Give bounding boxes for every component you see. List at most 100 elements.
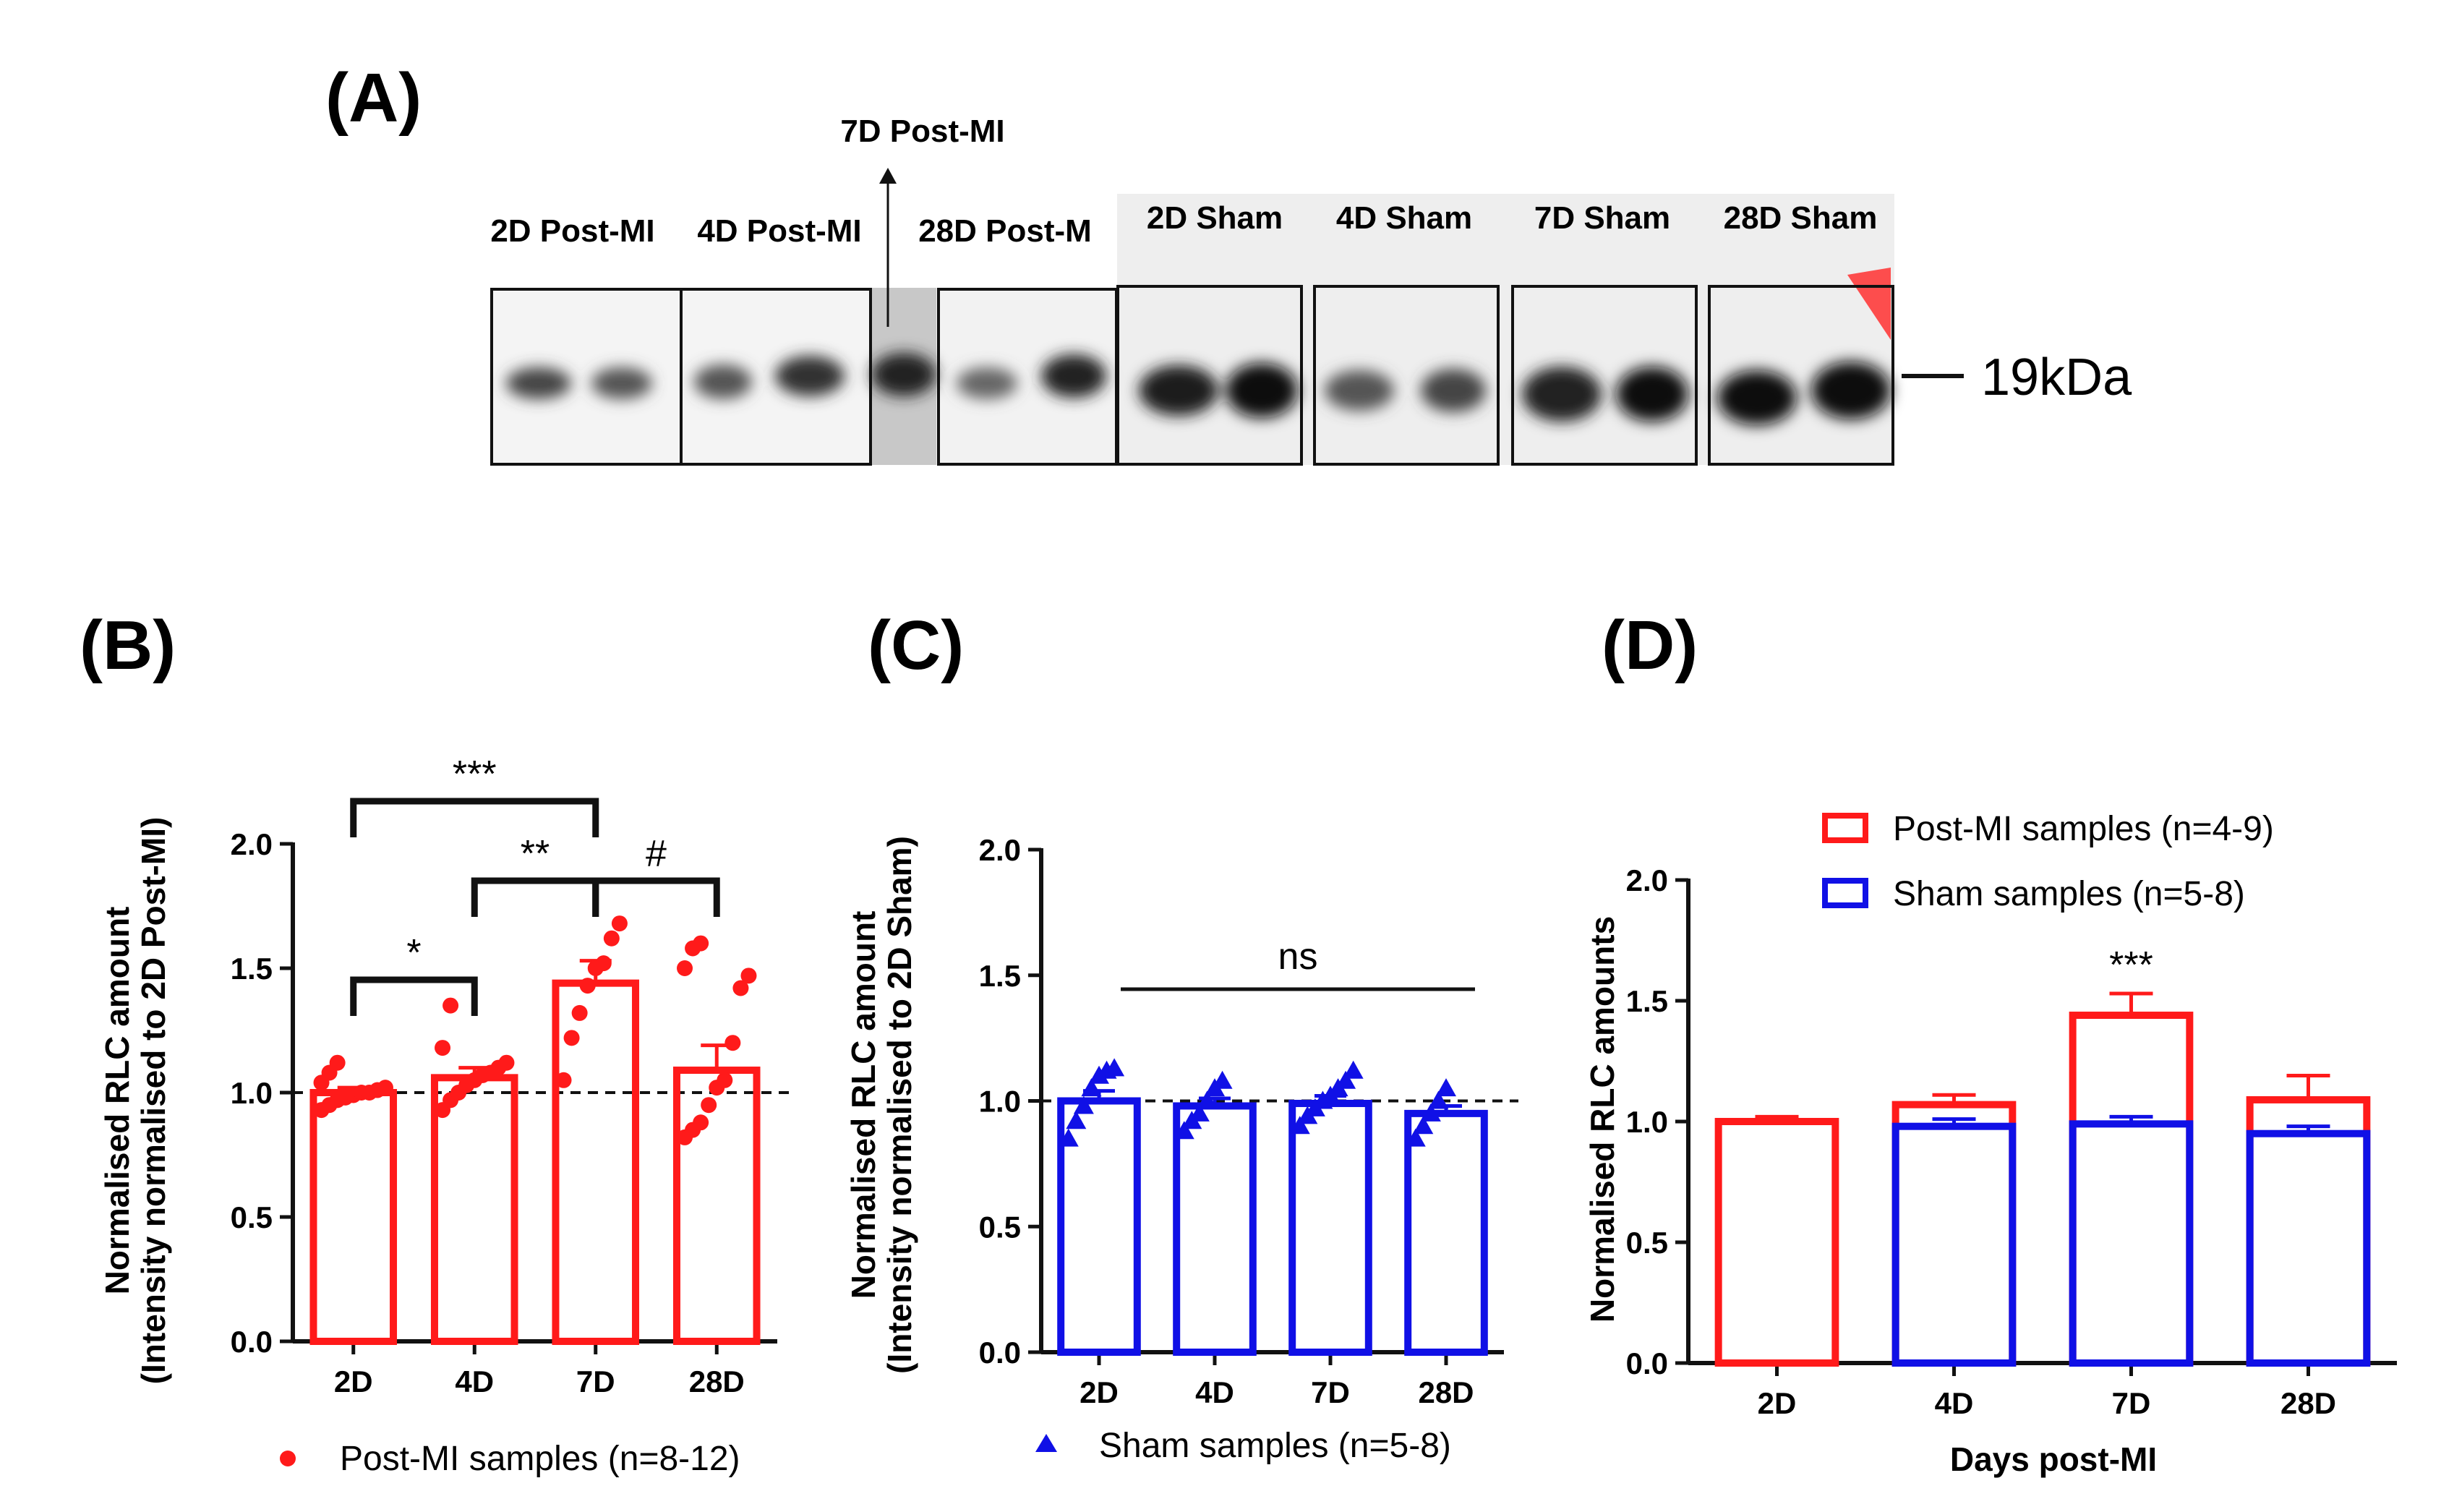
chart-c-data-point [1405, 1128, 1426, 1147]
lane-label-28d-postmi: 28D Post-M [918, 213, 1092, 249]
chart-b-data-point [595, 955, 612, 972]
chart-b-data-point [701, 1097, 717, 1114]
chart-c-data-point [1174, 1121, 1194, 1140]
chart-d-ytick-label: 1.0 [1626, 1105, 1668, 1139]
chart-c-data-point [1343, 1060, 1364, 1079]
chart-d-xtick-label: 4D [1935, 1386, 1974, 1420]
chart-c-data-point [1104, 1058, 1125, 1077]
chart-d-ytick-label: 0.0 [1626, 1346, 1668, 1380]
panel-d-label: (D) [1602, 607, 1698, 684]
chart-c-data-point [1073, 1095, 1094, 1114]
band [871, 353, 936, 396]
chart-b: 0.00.51.01.52.02D 4D 7D 28D*** #*** [231, 753, 792, 1398]
chart-b-xtick-label: 4D [455, 1364, 494, 1398]
chart-c-xtick-label: 7D [1311, 1375, 1350, 1409]
lane-box [1313, 285, 1500, 466]
chart-b-data-point [377, 1080, 393, 1096]
legend-b-dot-icon [280, 1451, 296, 1466]
chart-d-postmi-bar [1714, 1118, 1839, 1367]
band [1811, 362, 1891, 419]
chart-d: 0.0 0.5 1.0 1.5 2.0 2D 4D 7D 28D *** [1626, 863, 2397, 1420]
lane-box [1116, 285, 1303, 466]
chart-c-ylabel-2: (Intensity normalised to 2D Sham) [881, 836, 918, 1374]
chart-c-data-point [1066, 1111, 1087, 1129]
band [957, 367, 1017, 399]
chart-c-data-point [1420, 1103, 1441, 1122]
chart-d-postmi-bar [2069, 1012, 2194, 1367]
chart-b-xtick-label: 2D [334, 1364, 373, 1398]
chart-d-xtick-label: 7D [2112, 1386, 2151, 1420]
chart-d-ytick-label: 0.5 [1626, 1226, 1668, 1260]
chart-b-xtick-label: 7D [576, 1364, 615, 1398]
chart-c-data-point [1436, 1078, 1456, 1097]
lane-label-7d-sham: 7D Sham [1534, 200, 1670, 236]
chart-d-xtick-label: 2D [1758, 1386, 1797, 1420]
lane-label-4d-sham: 4D Sham [1336, 200, 1472, 236]
chart-c: 0.0 0.5 1.0 1.5 2.0 2D 4D 7D 28D ns [979, 833, 1518, 1409]
chart-d-xtick-label: 28D [2280, 1386, 2336, 1420]
chart-d-significance: *** [2109, 944, 2153, 986]
chart-d-postmi-bar [1891, 1101, 2017, 1367]
chart-c-data-point [1058, 1128, 1079, 1147]
western-blot [490, 194, 1894, 466]
lane-label-2d-sham: 2D Sham [1147, 200, 1283, 236]
chart-d-sham-bar [1891, 1122, 2017, 1367]
band [1139, 365, 1218, 416]
lane-box [680, 288, 872, 466]
band [1616, 367, 1688, 422]
chart-c-data-point [1413, 1116, 1434, 1135]
chart-c-data-point [1197, 1090, 1218, 1109]
marker-label: 19kDa [1981, 349, 2132, 406]
band [1325, 370, 1394, 411]
chart-b-data-point [732, 980, 749, 996]
band [506, 367, 571, 399]
band [775, 356, 845, 396]
chart-b-data-point [740, 968, 757, 984]
chart-b-bracket-7d-28d [592, 877, 720, 917]
panel-a-label: (A) [325, 59, 422, 137]
chart-b-bracket-2d-7d [350, 798, 599, 837]
chart-b-data-point [611, 915, 628, 932]
chart-b-ylabel-2: (Intensity normalised to 2D Post-MI) [134, 817, 172, 1385]
chart-d-ytick-label: 1.5 [1626, 984, 1668, 1018]
chart-c-ns-label: ns [1278, 936, 1318, 978]
chart-b-bar [672, 1067, 761, 1346]
chart-c-data-point [1335, 1070, 1356, 1089]
chart-d-ytick-label: 2.0 [1626, 863, 1668, 897]
lane-label-2d-postmi: 2D Post-MI [490, 213, 654, 249]
lane-box [1708, 285, 1894, 466]
legend-d-sham-swatch [1822, 878, 1868, 908]
chart-b-data-point [579, 978, 596, 994]
lane-label-4d-postmi: 4D Post-MI [697, 213, 861, 249]
band [1226, 363, 1298, 418]
chart-b-data-point [435, 1040, 451, 1056]
chart-b-data-point [498, 1054, 515, 1071]
chart-c-ytick-label: 2.0 [979, 833, 1021, 867]
arrow-head-icon [879, 168, 897, 184]
chart-b-bar [309, 1089, 398, 1345]
chart-b-ytick-label: 0.0 [231, 1325, 273, 1359]
chart-b-bracket-2d-7d-label: *** [453, 753, 497, 795]
band [1041, 354, 1106, 398]
chart-b-ylabel-1: Normalised RLC amount [98, 907, 136, 1295]
chart-b-bracket-4d-7d [471, 877, 599, 917]
band [1522, 367, 1602, 422]
blot-bands [506, 353, 1891, 425]
chart-c-bar [1288, 1099, 1372, 1356]
chart-b-data-point [724, 1035, 741, 1051]
band [694, 364, 752, 399]
legend-c-label: Sham samples (n=5-8) [1099, 1427, 1451, 1465]
legend-d-postmi-label: Post-MI samples (n=4-9) [1893, 810, 2274, 848]
panel-b-label: (B) [80, 607, 176, 684]
chart-b-data-point [693, 1114, 709, 1131]
chart-c-data-point [1289, 1116, 1310, 1135]
chart-d-sham-bar [2246, 1129, 2371, 1367]
chart-b-data-point [571, 1004, 588, 1021]
chart-b-ytick-label: 1.0 [231, 1076, 273, 1110]
chart-b-data-point [563, 1030, 580, 1046]
chart-c-bar [1404, 1109, 1488, 1356]
chart-c-ytick-label: 1.0 [979, 1085, 1021, 1119]
chart-c-ytick-label: 0.5 [979, 1210, 1021, 1244]
lane-box [1511, 285, 1698, 466]
